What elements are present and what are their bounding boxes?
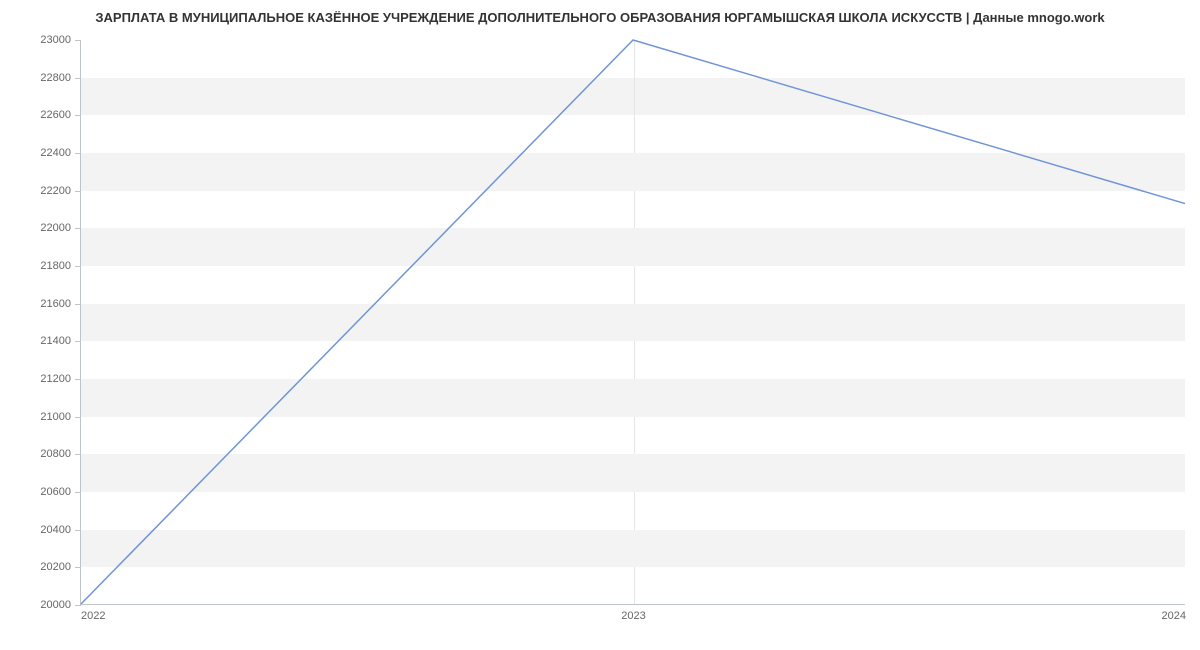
y-tick-label: 21800	[40, 260, 71, 272]
y-tick-label: 20800	[40, 448, 71, 460]
y-tick-label: 23000	[40, 34, 71, 46]
y-tick-label: 22000	[40, 222, 71, 234]
y-tick	[75, 530, 81, 531]
y-tick	[75, 341, 81, 342]
y-tick	[75, 40, 81, 41]
y-tick	[75, 191, 81, 192]
plot-area: 2000020200204002060020800210002120021400…	[80, 40, 1185, 605]
y-tick-label: 21400	[40, 335, 71, 347]
y-tick-label: 21200	[40, 373, 71, 385]
y-tick	[75, 153, 81, 154]
y-tick	[75, 605, 81, 606]
x-tick-label: 2023	[621, 610, 645, 622]
series-line	[81, 40, 1185, 604]
y-tick	[75, 115, 81, 116]
y-tick	[75, 567, 81, 568]
line-series	[81, 40, 1185, 604]
y-tick-label: 21000	[40, 411, 71, 423]
y-tick-label: 20200	[40, 561, 71, 573]
y-tick-label: 22400	[40, 147, 71, 159]
y-tick-label: 22200	[40, 185, 71, 197]
y-tick	[75, 228, 81, 229]
y-tick	[75, 304, 81, 305]
plot-wrap: 2000020200204002060020800210002120021400…	[80, 40, 1185, 605]
y-tick	[75, 492, 81, 493]
x-tick-label: 2022	[81, 610, 105, 622]
y-tick	[75, 454, 81, 455]
x-tick-label: 2024	[1162, 610, 1186, 622]
salary-line-chart: ЗАРПЛАТА В МУНИЦИПАЛЬНОЕ КАЗЁННОЕ УЧРЕЖД…	[0, 0, 1200, 650]
y-tick	[75, 266, 81, 267]
y-tick-label: 22600	[40, 109, 71, 121]
y-tick	[75, 417, 81, 418]
y-tick	[75, 78, 81, 79]
y-tick	[75, 379, 81, 380]
y-tick-label: 21600	[40, 298, 71, 310]
y-tick-label: 20000	[40, 599, 71, 611]
chart-title: ЗАРПЛАТА В МУНИЦИПАЛЬНОЕ КАЗЁННОЕ УЧРЕЖД…	[0, 0, 1200, 33]
y-tick-label: 20600	[40, 486, 71, 498]
y-tick-label: 20400	[40, 524, 71, 536]
y-tick-label: 22800	[40, 72, 71, 84]
